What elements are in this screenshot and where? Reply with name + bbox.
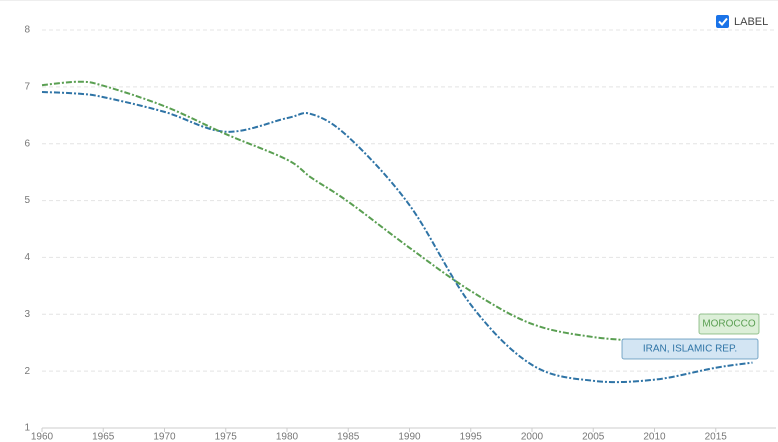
series-label: IRAN, ISLAMIC REP. bbox=[643, 344, 737, 355]
x-tick-label: 1995 bbox=[460, 432, 483, 442]
x-tick-label: 1990 bbox=[398, 432, 421, 442]
x-tick-label: 1985 bbox=[337, 432, 360, 442]
x-tick-label: 1980 bbox=[276, 432, 299, 442]
y-tick-label: 4 bbox=[24, 252, 30, 263]
checkmark bbox=[718, 17, 728, 26]
y-tick-label: 8 bbox=[24, 25, 30, 36]
x-tick-label: 1975 bbox=[215, 432, 238, 442]
series-label-box bbox=[621, 338, 759, 360]
series-label: MOROCCO bbox=[702, 319, 756, 330]
series-label-box bbox=[698, 313, 760, 335]
legend-label[interactable]: LABEL bbox=[734, 16, 768, 28]
x-tick-label: 2005 bbox=[582, 432, 605, 442]
x-tick-label: 2015 bbox=[705, 432, 728, 442]
y-tick-label: 6 bbox=[24, 138, 30, 149]
x-tick-label: 1960 bbox=[31, 432, 54, 442]
y-tick-label: 3 bbox=[24, 309, 30, 320]
series-line bbox=[41, 80, 753, 348]
checkbox[interactable] bbox=[716, 15, 729, 28]
x-tick-label: 2010 bbox=[643, 432, 666, 442]
y-tick-label: 7 bbox=[24, 81, 30, 92]
x-tick-label: 1965 bbox=[92, 432, 115, 442]
legend-toggle[interactable]: LABEL bbox=[716, 15, 768, 28]
series-line bbox=[41, 90, 753, 384]
x-tick-label: 2000 bbox=[521, 432, 544, 442]
y-tick-label: 2 bbox=[24, 366, 30, 377]
y-tick-label: 1 bbox=[24, 423, 30, 434]
x-tick-label: 1970 bbox=[153, 432, 176, 442]
y-tick-label: 5 bbox=[24, 195, 30, 206]
